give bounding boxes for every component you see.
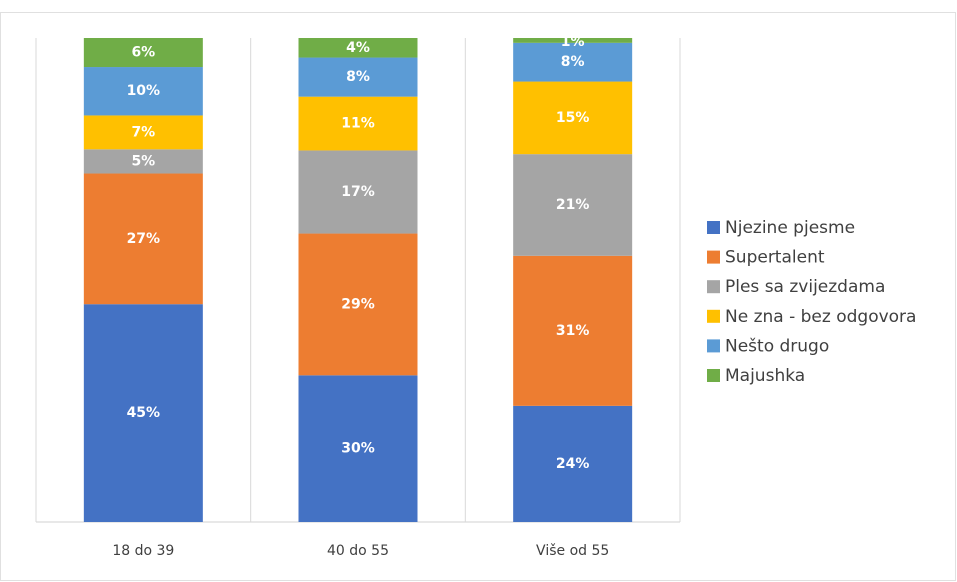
bar-segment [298,96,418,151]
legend-label: Ples sa zvijezdama [725,277,885,297]
data-label: 31% [556,323,590,339]
bar-segment [83,67,203,116]
legend-label: Ne zna - bez odgovora [725,307,916,327]
bar-segment [83,38,203,68]
data-label: 7% [131,124,155,140]
legend-label: Majushka [725,366,805,386]
bar-segment [298,57,418,97]
legend-label: Njezine pjesme [725,218,855,238]
data-label: 15% [556,110,590,126]
data-label: 29% [341,296,375,312]
bar-segment [513,81,633,155]
chart-frame [0,12,956,581]
bar-segment [83,149,203,174]
x-tick-label: 40 do 55 [327,543,389,559]
data-label: 17% [341,184,375,200]
data-label: 30% [341,441,375,457]
bar-segment [298,38,418,58]
legend-swatch [707,369,720,382]
x-tick-label: Više od 55 [536,543,609,559]
data-label: 21% [556,197,590,213]
legend-label: Supertalent [725,248,825,268]
bar-segment [513,154,633,256]
legend-swatch [707,250,720,264]
data-label: 27% [127,231,161,247]
bar-segment [298,150,418,234]
data-label: 10% [127,83,161,99]
bar-segment [83,115,203,150]
bar-segment [83,304,203,522]
legend-swatch [707,339,720,353]
bar-segment [513,42,633,82]
data-label: 5% [131,153,155,169]
data-label: 8% [346,69,370,85]
data-label: 1% [561,34,585,50]
bar-segment [298,375,418,522]
data-label: 6% [131,45,155,61]
legend-swatch [707,309,720,323]
bar-segment [298,233,418,376]
data-label: 8% [561,54,585,70]
bar-segment [513,255,633,406]
data-label: 24% [556,456,590,472]
legend-label: Nešto drugo [725,336,829,356]
bar-segment [513,405,633,522]
legend-swatch [707,280,720,294]
bar-segment [513,38,633,43]
data-label: 4% [346,40,370,56]
legend-swatch [707,221,720,234]
x-tick-label: 18 do 39 [112,543,174,559]
data-label: 11% [341,116,375,132]
bar-segment [83,173,203,305]
data-label: 45% [127,405,161,421]
